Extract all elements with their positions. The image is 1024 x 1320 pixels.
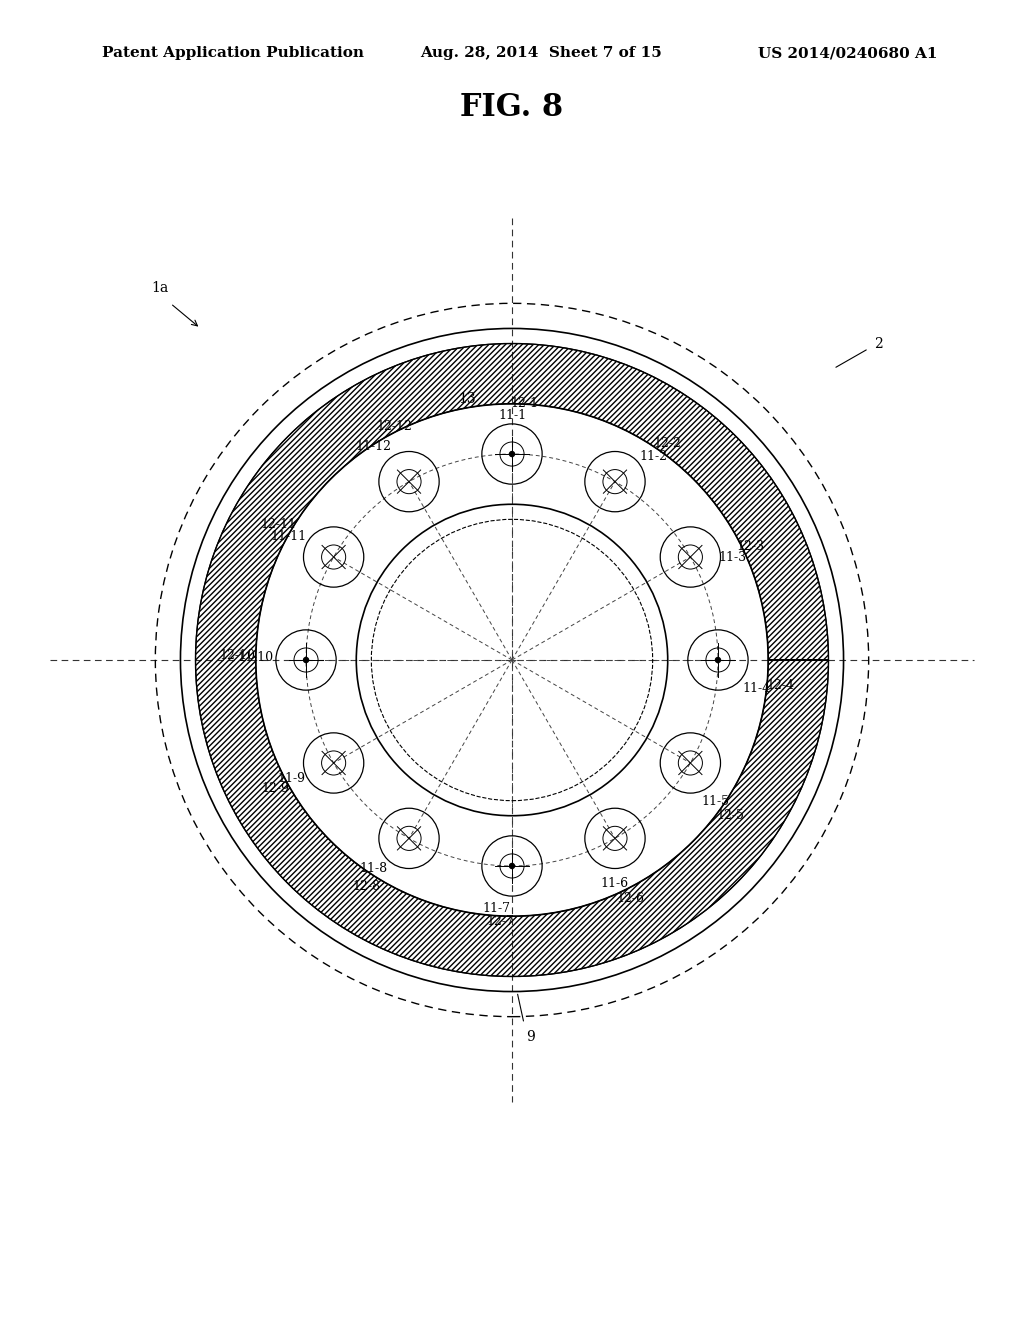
Text: 11-9: 11-9 <box>278 772 305 784</box>
Text: 12-1: 12-1 <box>510 397 538 411</box>
Text: 12-11: 12-11 <box>260 519 296 532</box>
Circle shape <box>510 863 514 869</box>
Text: 11-10: 11-10 <box>238 652 273 664</box>
Text: 11-3: 11-3 <box>719 550 746 564</box>
Text: 11-7: 11-7 <box>483 902 511 915</box>
Text: 11-6: 11-6 <box>601 876 629 890</box>
Text: 11-4: 11-4 <box>742 681 770 694</box>
Circle shape <box>510 451 514 457</box>
Text: 11-2: 11-2 <box>639 450 668 463</box>
Text: 9: 9 <box>525 1030 535 1044</box>
Text: 12-2: 12-2 <box>653 437 681 450</box>
Text: FIG. 8: FIG. 8 <box>461 92 563 123</box>
Text: 1a: 1a <box>152 281 169 296</box>
Text: 11-11: 11-11 <box>270 531 306 544</box>
Circle shape <box>716 657 721 663</box>
Text: 12-10: 12-10 <box>220 649 256 663</box>
Text: 12-5: 12-5 <box>717 809 744 822</box>
Text: 12-9: 12-9 <box>261 781 290 795</box>
Text: 11-1: 11-1 <box>498 409 526 422</box>
Text: 12-12: 12-12 <box>376 420 412 433</box>
Text: 11-8: 11-8 <box>359 862 388 875</box>
Text: 12-3: 12-3 <box>736 540 765 553</box>
Text: 11-5: 11-5 <box>701 795 729 808</box>
Text: Aug. 28, 2014  Sheet 7 of 15: Aug. 28, 2014 Sheet 7 of 15 <box>420 46 662 61</box>
Text: Patent Application Publication: Patent Application Publication <box>102 46 365 61</box>
Text: 11-12: 11-12 <box>356 440 392 453</box>
Circle shape <box>303 657 308 663</box>
Text: 12-6: 12-6 <box>616 892 644 906</box>
Text: 2: 2 <box>874 337 883 351</box>
Text: 12-8: 12-8 <box>353 880 381 894</box>
Text: 12-7: 12-7 <box>486 915 514 928</box>
Text: 13: 13 <box>458 392 475 405</box>
Text: 12-4: 12-4 <box>766 678 795 692</box>
Text: US 2014/0240680 A1: US 2014/0240680 A1 <box>758 46 937 61</box>
